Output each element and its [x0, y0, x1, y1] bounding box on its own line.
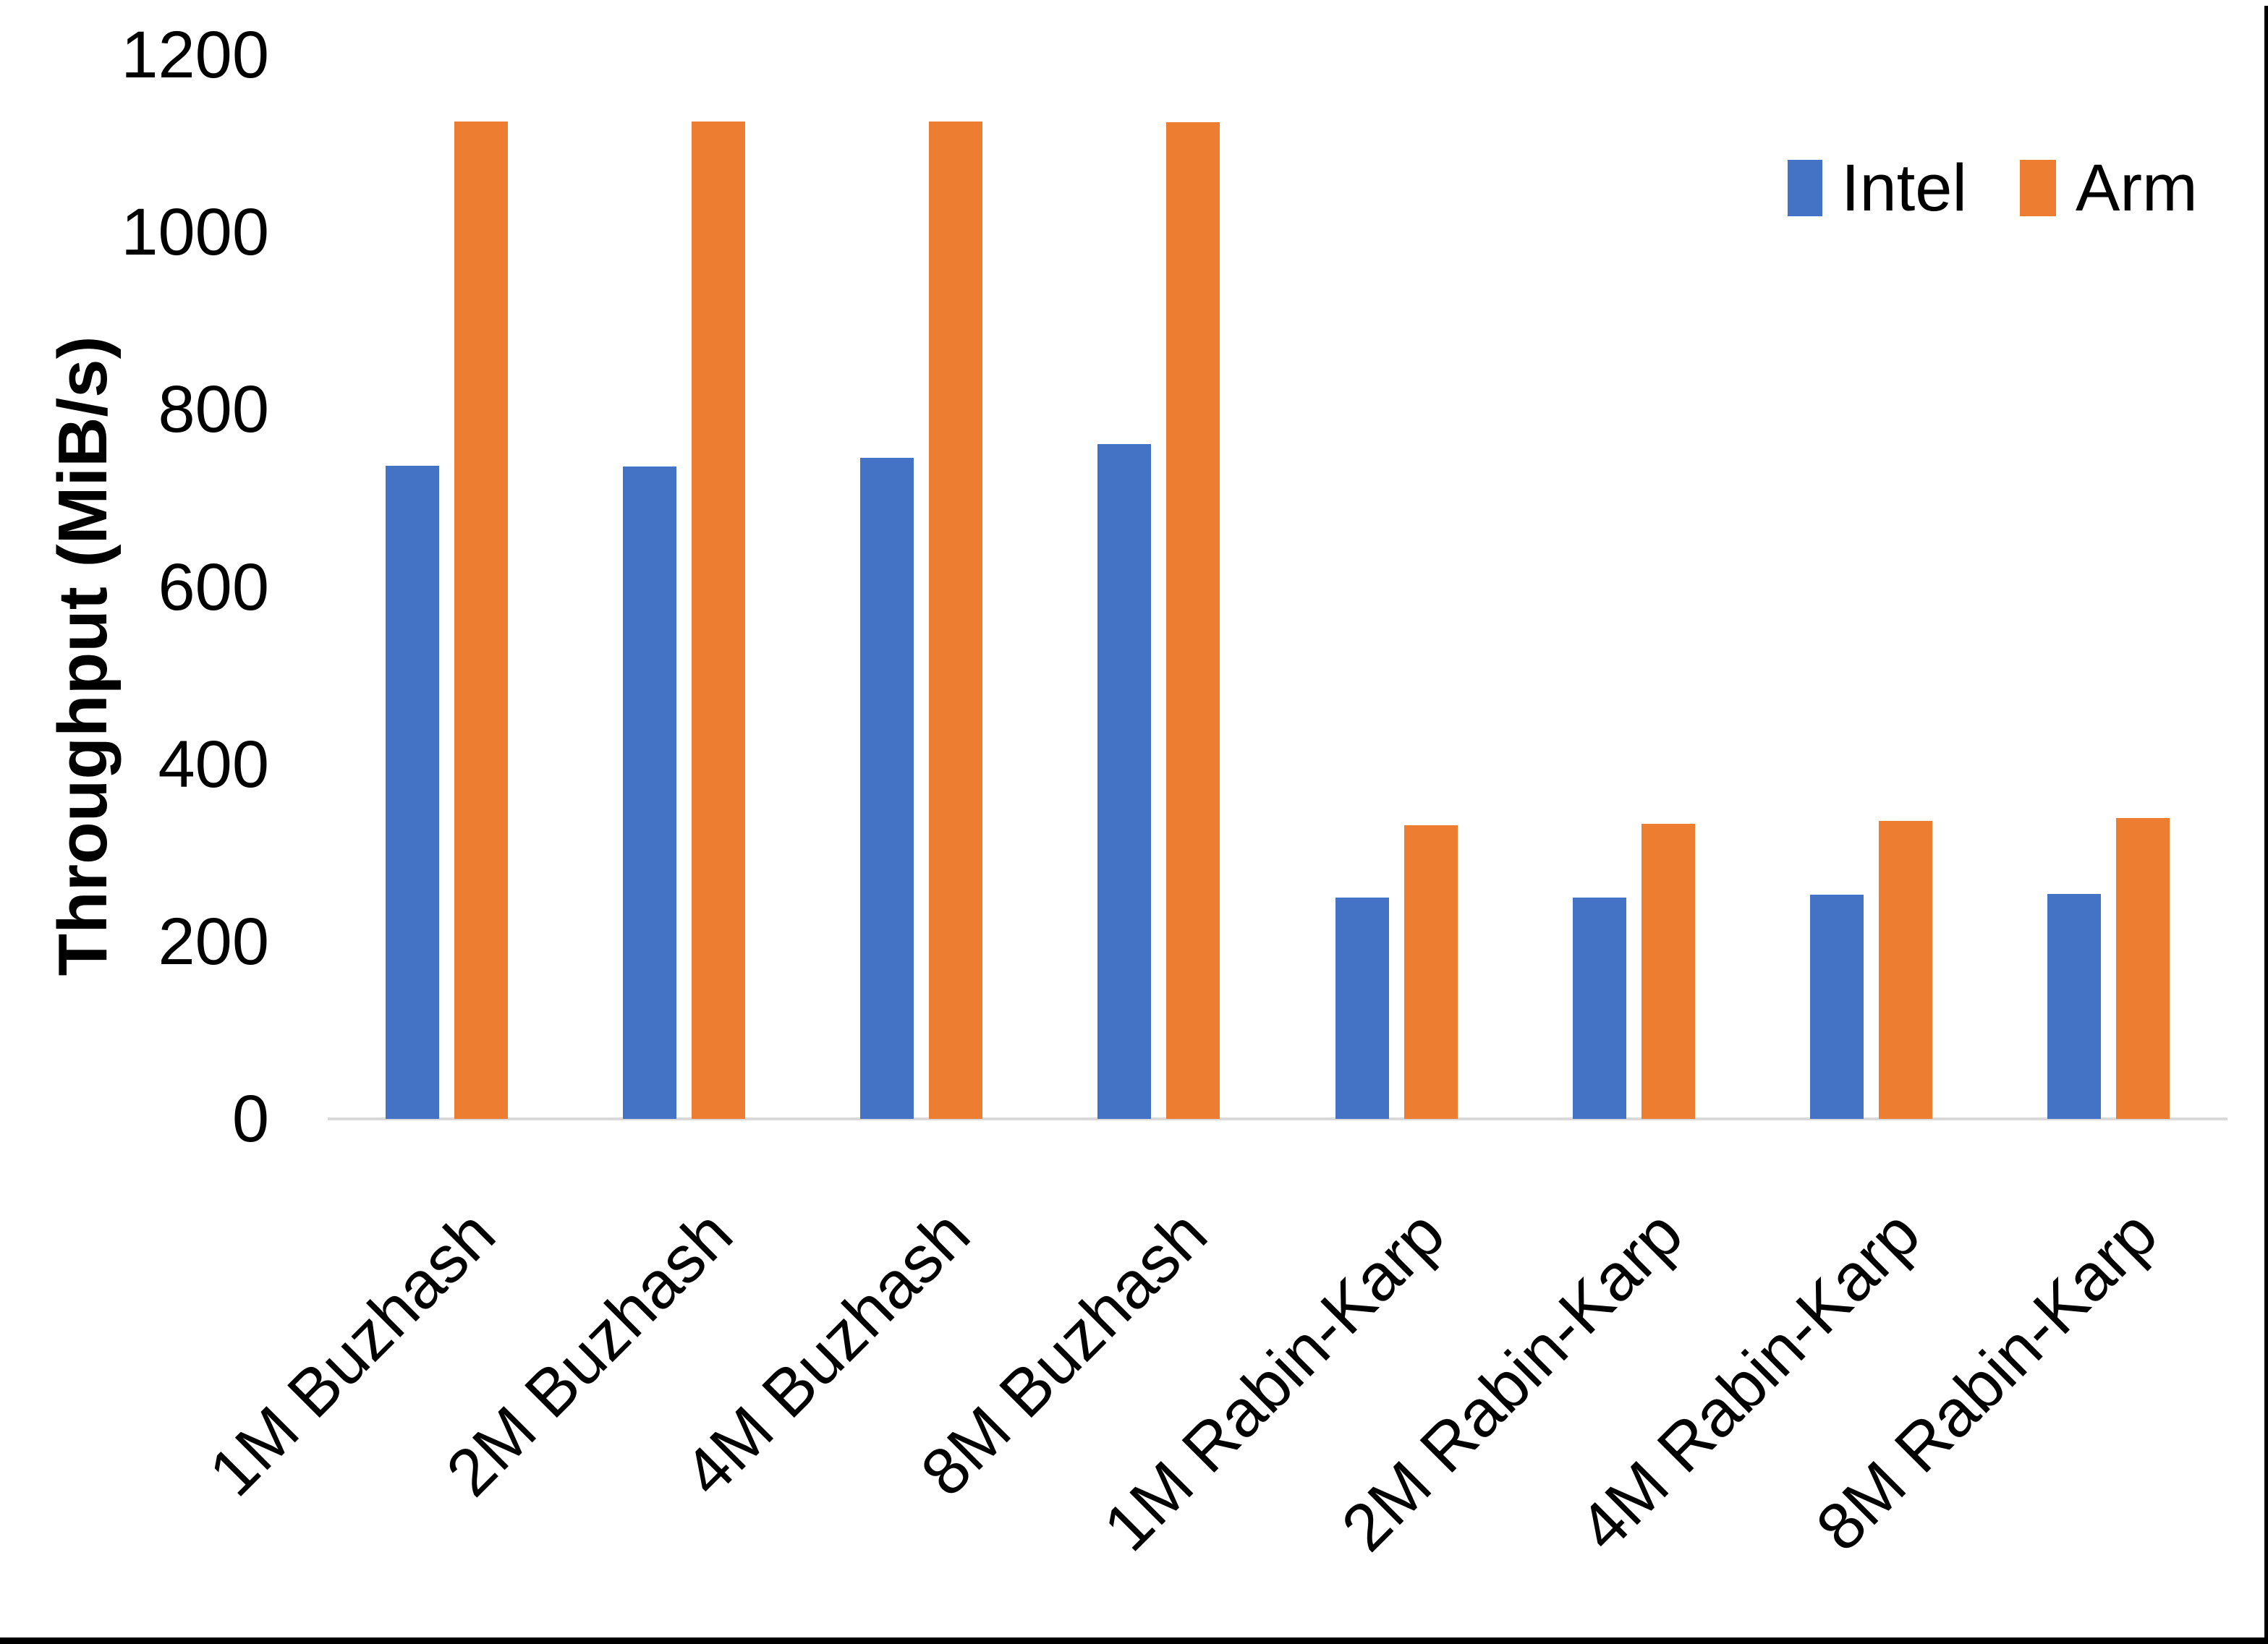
bar-intel-2m-buzhash: [622, 467, 676, 1119]
y-tick-label-1200: 1200: [121, 18, 269, 92]
bar-intel-4m-rabin-karp: [1810, 895, 1864, 1119]
y-tick-label-600: 600: [158, 550, 270, 624]
bar-arm-2m-rabin-karp: [1641, 824, 1695, 1119]
legend-swatch-arm: [2020, 160, 2056, 216]
y-tick-label-800: 800: [158, 372, 270, 447]
x-axis-line: [328, 1117, 2227, 1120]
bar-arm-1m-buzhash: [454, 122, 508, 1119]
bar-intel-4m-buzhash: [860, 458, 914, 1119]
bar-arm-4m-buzhash: [929, 122, 983, 1119]
legend-label-arm: Arm: [2076, 151, 2198, 225]
y-tick-label-200: 200: [158, 904, 270, 979]
legend-swatch-intel: [1788, 160, 1822, 216]
screenshot-bottom-border: [0, 1637, 2268, 1644]
bar-arm-8m-rabin-karp: [2116, 818, 2170, 1119]
bar-arm-1m-rabin-karp: [1403, 825, 1458, 1119]
bar-intel-8m-buzhash: [1097, 444, 1152, 1119]
bar-intel-2m-rabin-karp: [1572, 898, 1626, 1119]
bar-arm-4m-rabin-karp: [1879, 821, 1933, 1119]
bar-arm-2m-buzhash: [691, 122, 745, 1119]
y-tick-label-0: 0: [232, 1082, 269, 1156]
screenshot-right-border: [2264, 6, 2268, 1644]
y-tick-label-400: 400: [158, 727, 270, 801]
bar-intel-8m-rabin-karp: [2047, 894, 2102, 1119]
bar-arm-8m-buzhash: [1166, 122, 1220, 1119]
bar-intel-1m-rabin-karp: [1335, 898, 1389, 1119]
y-tick-label-1000: 1000: [121, 195, 269, 270]
bar-intel-1m-buzhash: [385, 466, 439, 1119]
legend-label-intel: Intel: [1841, 151, 1967, 225]
